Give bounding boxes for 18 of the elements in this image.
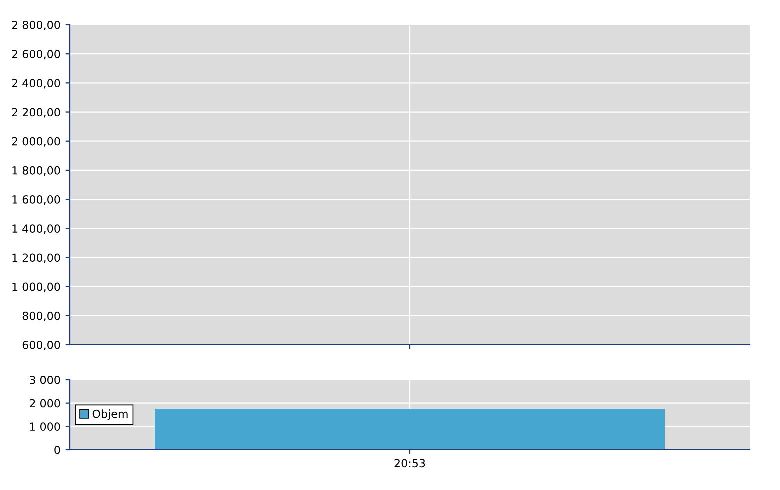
y-tick-label: 0 [54, 446, 60, 454]
y-tick-label: 2 000,00 [12, 137, 60, 147]
y-tick-label: 1 600,00 [12, 196, 60, 206]
y-tick-label: 2 000 [30, 399, 60, 408]
y-tick-label: 2 200,00 [12, 108, 60, 118]
legend-label: Objem [92, 410, 128, 420]
y-tick-label: 2 400,00 [12, 79, 60, 89]
y-tick-label: 600,00 [22, 340, 60, 351]
y-tick-label: 1 000,00 [12, 282, 60, 292]
y-tick-label: 1 000 [30, 422, 60, 432]
y-tick-label: 2 600,00 [12, 50, 60, 60]
y-tick-label: 1 800,00 [12, 166, 60, 176]
y-tick-label: 800,00 [22, 312, 60, 322]
y-tick-label: 1 200,00 [12, 254, 60, 264]
y-tick-label: 1 400,00 [12, 224, 60, 234]
x-tick-label: 20:53 [394, 459, 426, 468]
y-tick-label: 2 800,00 [12, 20, 60, 31]
y-tick-label: 3 000 [30, 376, 60, 384]
